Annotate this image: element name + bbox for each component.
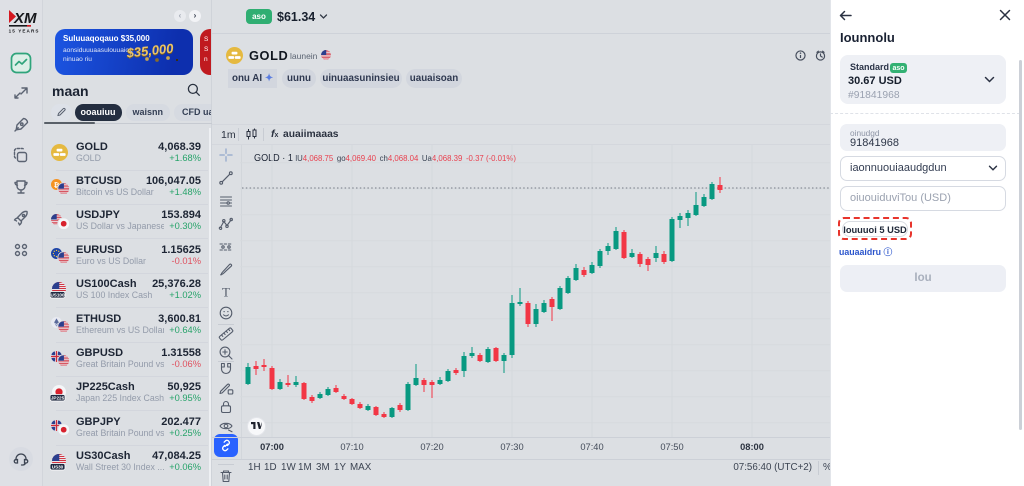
svg-text:₿: ₿ [54, 181, 60, 189]
svg-text:US30: US30 [52, 464, 64, 469]
svg-text:JP225: JP225 [51, 395, 65, 400]
svg-text:15 YEARS: 15 YEARS [9, 29, 39, 34]
svg-text:XM: XM [13, 10, 37, 27]
svg-text:US100: US100 [50, 292, 64, 297]
svg-text:T: T [222, 285, 230, 300]
